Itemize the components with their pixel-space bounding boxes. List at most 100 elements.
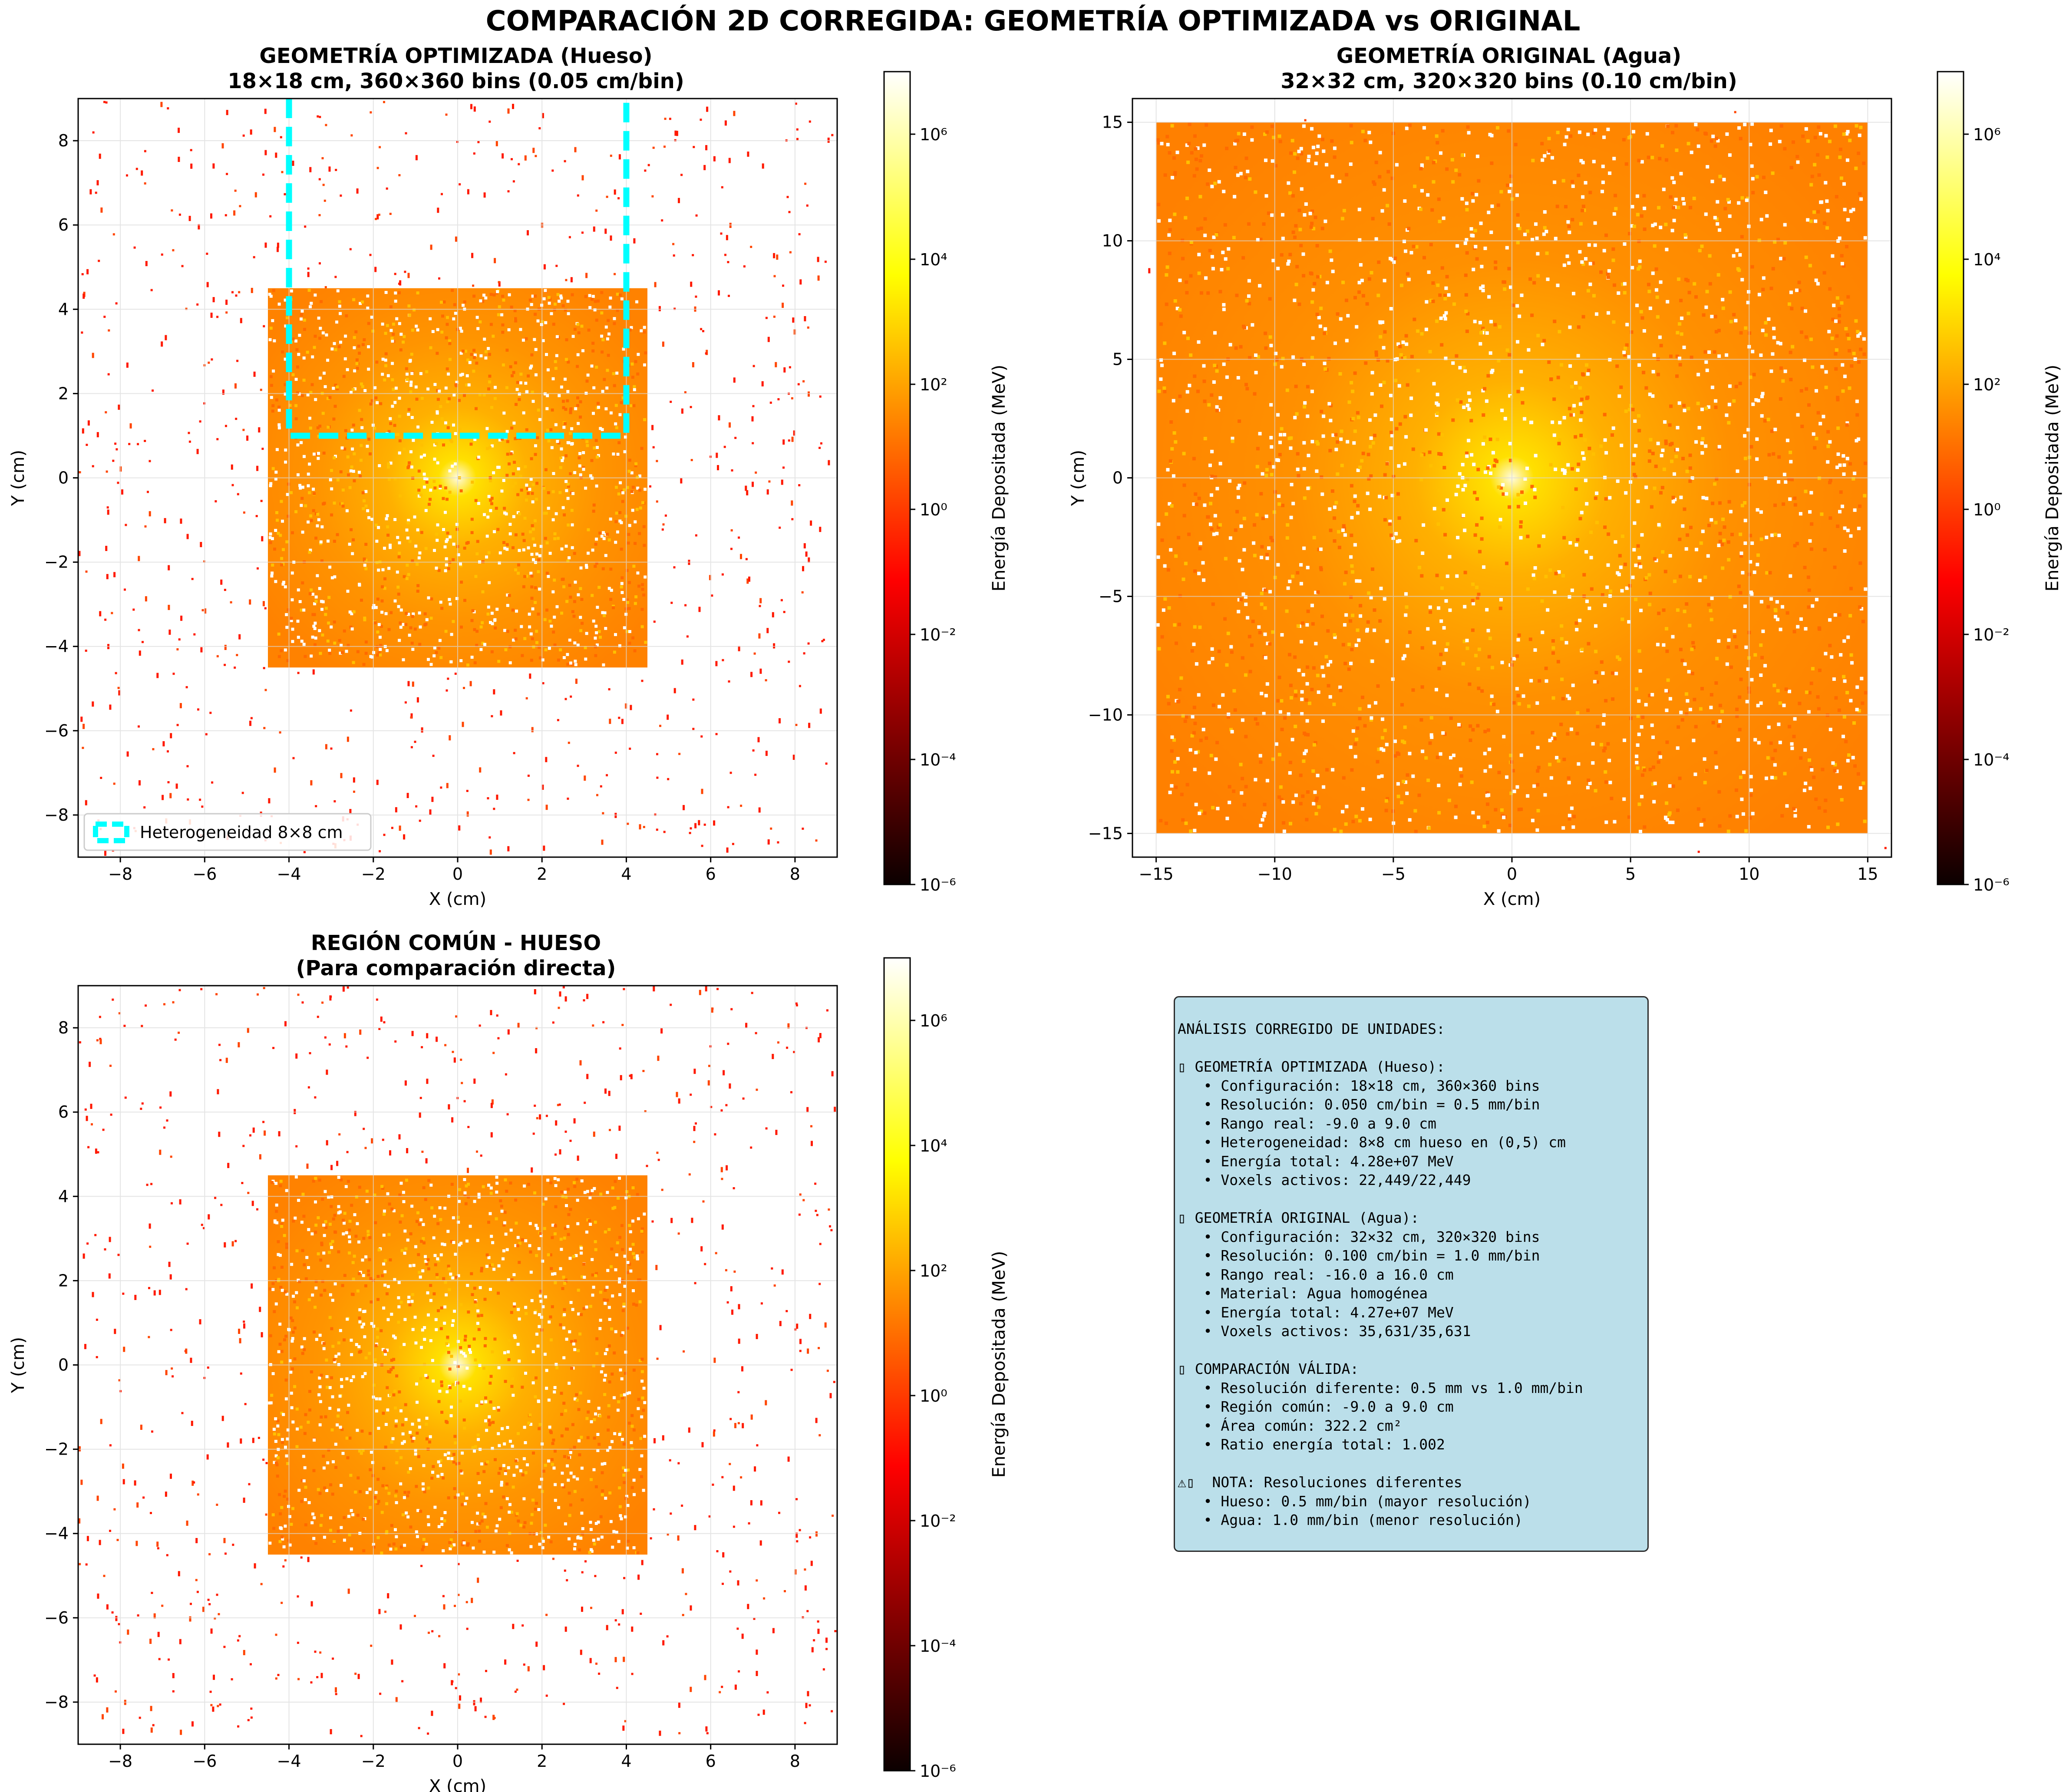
bone-colorbar-tick-label: 10⁴ [920,250,947,269]
bone-colorbar-tick-label: 10⁻⁴ [920,750,956,769]
bone-plot-title: GEOMETRÍA OPTIMIZADA (Hueso) 18×18 cm, 3… [76,43,836,94]
common-y-tick-label: 8 [58,1018,69,1037]
bone-colorbar: 10⁻⁶ 10⁻⁴ 10⁻² 10⁰ 10² 10⁴ 10⁶ Energía Deposita… [883,71,1009,894]
common-y-tick-label: 6 [58,1102,69,1122]
note-line: • Energía total: 4.28e+07 MeV [1178,1152,1454,1170]
common-heatmap-panel: −8 −6 −4 −2 0 2 4 6 8 −8 −6 −4 −2 0 2 4 6 8 X (cm) Y (cm) [8,985,838,1792]
bone-grid [78,99,837,857]
water-colorbar-tick-label: 10⁶ [1973,125,2001,144]
note-line: • Agua: 1.0 mm/bin (menor resolución) [1178,1511,1523,1528]
note-line [1178,1190,1647,1209]
legend-frame [83,813,372,851]
common-y-tick-label: −4 [44,1524,69,1543]
common-x-tick-label: 0 [452,1752,463,1771]
bone-title-line2: 18×18 cm, 360×360 bins (0.05 cm/bin) [228,69,684,93]
common-y-tick-label: 0 [58,1356,69,1375]
note-line [1178,1454,1647,1473]
common-plot-title: REGIÓN COMÚN - HUESO (Para comparación d… [76,931,836,981]
note-line: • Energía total: 4.27e+07 MeV [1178,1304,1454,1321]
common-x-tick-label: 4 [621,1752,631,1771]
note-line: ⚠▯ NOTA: Resoluciones diferentes [1178,1474,1462,1491]
water-y-tick-label: 15 [1102,113,1123,132]
common-colorbar-tick-label: 10⁴ [920,1136,947,1155]
bone-y-tick-label: 2 [58,384,69,403]
bone-y-tick-label: 0 [58,469,69,488]
water-x-tick-label: 15 [1857,865,1878,884]
bone-x-tick-label: 6 [706,865,716,884]
note-line: ▯ COMPARACIÓN VÁLIDA: [1178,1360,1359,1377]
water-x-tick-label: −5 [1381,865,1406,884]
water-colorbar-tick-label: 10⁰ [1973,500,2001,519]
note-line [1178,1341,1647,1360]
bone-colorbar-gradient [883,71,911,885]
water-scatter-dots [1148,111,1887,853]
common-dose-speckle [268,1175,647,1555]
common-grid [78,986,837,1744]
note-line: • Resolución: 0.100 cm/bin = 1.0 mm/bin [1178,1247,1540,1264]
common-x-tick-label: 8 [790,1752,800,1771]
water-title-line2: 32×32 cm, 320×320 bins (0.10 cm/bin) [1281,69,1737,93]
water-grid [1132,99,1891,857]
note-line: • Ratio energía total: 1.002 [1178,1436,1445,1453]
common-x-tick-label: −2 [361,1752,386,1771]
note-line: • Voxels activos: 35,631/35,631 [1178,1323,1471,1340]
common-colorbar-gradient [883,957,911,1772]
water-y-axis-label: Y (cm) [1068,450,1088,506]
legend-label: Heterogeneidad 8×8 cm [140,823,343,842]
water-colorbar-gradient [1937,71,1964,885]
common-y-tick-label: −2 [44,1440,69,1459]
bone-x-tick-label: 8 [790,865,800,884]
common-y-tick-label: −8 [44,1693,69,1712]
bone-colorbar-tick-label: 10⁻⁶ [920,875,956,894]
water-colorbar-tick-label: 10⁻⁴ [1973,750,2010,769]
water-y-tick-label: 10 [1102,231,1123,251]
common-y-tick-label: −6 [44,1608,69,1627]
common-y-axis-label: Y (cm) [8,1337,28,1393]
water-y-tick-label: −15 [1088,824,1123,843]
water-y-tick-label: −10 [1088,705,1123,724]
note-line: • Material: Agua homogénea [1178,1285,1428,1302]
common-x-tick-label: −6 [192,1752,217,1771]
note-line: • Configuración: 32×32 cm, 320×320 bins [1178,1228,1540,1245]
common-x-tick-label: 6 [706,1752,716,1771]
water-colorbar-label: Energía Depositada (MeV) [2043,365,2063,591]
common-x-tick-label: −4 [277,1752,301,1771]
note-line: • Hueso: 0.5 mm/bin (mayor resolución) [1178,1492,1531,1510]
water-plot-title: GEOMETRÍA ORIGINAL (Agua) 32×32 cm, 320×… [1129,43,1889,94]
bone-y-tick-label: 4 [58,300,69,319]
bone-y-tick-label: −4 [44,637,69,656]
bone-heatmap-panel: −8 −6 −4 −2 0 2 4 6 8 −8 −6 −4 −2 0 2 4 6 8 X (cm) Y (cm) He… [8,98,838,909]
note-line: • Área común: 322.2 cm² [1178,1417,1402,1434]
note-line: • Resolución diferente: 0.5 mm vs 1.0 mm… [1178,1379,1583,1396]
bone-y-tick-label: 8 [58,131,69,150]
bone-colorbar-tick-label: 10⁰ [920,500,947,519]
water-colorbar-tick-label: 10⁻² [1973,625,2010,644]
water-x-tick-label: 5 [1625,865,1636,884]
figure-title: COMPARACIÓN 2D CORREGIDA: GEOMETRÍA OPTI… [485,5,1581,37]
bone-x-tick-label: −8 [108,865,132,884]
note-line: • Configuración: 18×18 cm, 360×360 bins [1178,1077,1540,1094]
common-title-line2: (Para comparación directa) [296,956,616,980]
common-y-tick-label: 4 [58,1187,69,1206]
analysis-note-box [1174,996,1649,1552]
legend-dashed-box-icon [93,822,129,843]
bone-colorbar-label: Energía Depositada (MeV) [989,365,1009,591]
water-y-tick-label: 5 [1112,350,1123,369]
water-x-tick-label: −15 [1139,865,1174,884]
note-line: • Región común: -9.0 a 9.0 cm [1178,1398,1454,1415]
note-line: ANÁLISIS CORREGIDO DE UNIDADES: [1178,1020,1445,1037]
bone-x-tick-label: 2 [537,865,547,884]
common-colorbar-tick-label: 10⁻⁴ [920,1637,956,1656]
water-colorbar: 10⁻⁶ 10⁻⁴ 10⁻² 10⁰ 10² 10⁴ 10⁶ Energía Deposita… [1937,71,2063,894]
water-colorbar-tick-label: 10⁻⁶ [1973,875,2010,894]
bone-y-tick-label: −6 [44,721,69,740]
bone-legend: Heterogeneidad 8×8 cm [83,813,372,851]
common-colorbar-tick-label: 10⁶ [920,1011,947,1030]
bone-y-tick-label: 6 [58,215,69,234]
common-colorbar-tick-label: 10² [920,1261,947,1280]
common-x-tick-label: −8 [108,1752,132,1771]
bone-x-tick-label: −2 [361,865,386,884]
common-y-tick-label: 2 [58,1271,69,1290]
bone-y-axis-label: Y (cm) [8,450,28,506]
